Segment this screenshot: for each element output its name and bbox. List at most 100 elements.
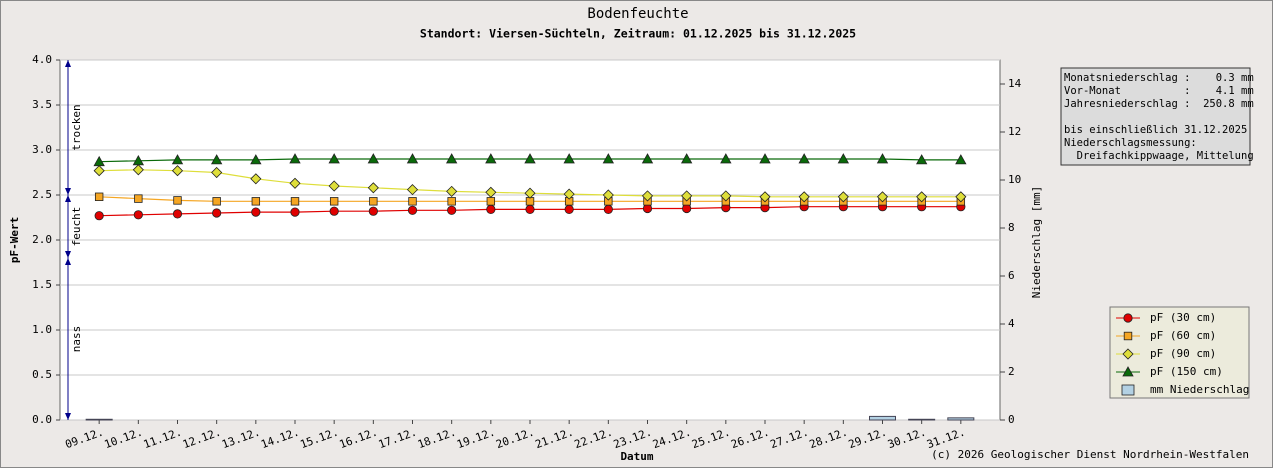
- legend-label: mm Niederschlag: [1150, 383, 1249, 396]
- zone-arrowhead: [65, 195, 71, 202]
- y-tick-label: 1.5: [32, 278, 52, 291]
- point: [328, 180, 340, 192]
- y2-tick-label: 14: [1008, 77, 1022, 90]
- point: [211, 166, 223, 179]
- point: [564, 204, 574, 214]
- legend-swatch: [1121, 384, 1135, 396]
- point: [210, 154, 223, 165]
- point: [212, 197, 221, 206]
- point: [132, 154, 145, 166]
- legend-swatch: [1123, 313, 1133, 323]
- point: [524, 153, 536, 164]
- point: [445, 153, 458, 164]
- point: [720, 153, 732, 164]
- point: [642, 203, 653, 214]
- point: [680, 153, 693, 164]
- point: [955, 154, 967, 165]
- point: [93, 165, 105, 177]
- point: [328, 153, 340, 164]
- point: [447, 197, 456, 206]
- point: [290, 207, 300, 217]
- point: [94, 192, 104, 201]
- y-tick-label: 3.0: [32, 143, 52, 156]
- point: [446, 185, 458, 197]
- point: [602, 189, 614, 201]
- y2-tick-label: 2: [1008, 365, 1015, 378]
- chart-subtitle: Standort: Viersen-Süchteln, Zeitraum: 01…: [420, 27, 856, 41]
- point: [759, 191, 771, 203]
- point: [212, 208, 222, 218]
- point: [485, 186, 497, 198]
- info-box: [1060, 67, 1251, 166]
- point: [447, 205, 457, 215]
- point: [485, 153, 497, 164]
- bar: [869, 415, 896, 421]
- point: [602, 153, 615, 164]
- y2-tick-label: 12: [1008, 125, 1021, 138]
- point: [876, 153, 889, 164]
- point: [641, 153, 654, 164]
- point: [408, 197, 417, 206]
- y2-tick-label: 4: [1008, 317, 1015, 330]
- info-line: Dreifachkippwaage, Mittelung: [1064, 150, 1254, 162]
- y-tick-label: 1.0: [32, 323, 52, 336]
- point: [93, 155, 105, 167]
- info-line: Monatsniederschlag : 0.3 mm: [1064, 72, 1254, 84]
- y-axis-label: pF-Wert: [8, 217, 21, 263]
- point: [329, 206, 339, 216]
- point: [329, 197, 339, 206]
- point: [251, 207, 261, 217]
- point: [525, 204, 535, 214]
- point: [171, 165, 184, 177]
- point: [915, 154, 928, 165]
- point: [367, 182, 379, 194]
- y2-tick-label: 6: [1008, 269, 1015, 282]
- point: [367, 153, 380, 164]
- info-line: Jahresniederschlag : 250.8 mm: [1064, 98, 1254, 110]
- point: [173, 196, 182, 205]
- bar: [947, 417, 975, 421]
- point: [681, 190, 693, 202]
- point: [406, 153, 419, 164]
- zone-arrowhead: [65, 60, 71, 67]
- y2-tick-label: 0: [1008, 413, 1015, 426]
- zone-label: feucht: [70, 207, 83, 247]
- point: [798, 153, 810, 164]
- point: [524, 187, 536, 199]
- legend-swatch: [1122, 366, 1134, 377]
- point: [682, 203, 692, 214]
- point: [916, 191, 928, 203]
- legend-label: pF (150 cm): [1150, 365, 1223, 378]
- zone-label: nass: [70, 326, 83, 353]
- point: [837, 153, 850, 164]
- point: [172, 209, 183, 219]
- point: [171, 154, 184, 165]
- point: [876, 191, 889, 203]
- y-tick-label: 2.5: [32, 188, 52, 201]
- point: [641, 190, 654, 202]
- point: [563, 188, 575, 200]
- point: [251, 197, 261, 206]
- point: [955, 191, 967, 203]
- zone-label: trocken: [70, 104, 83, 150]
- point: [250, 154, 262, 165]
- point: [250, 173, 262, 185]
- point: [603, 204, 613, 214]
- x-axis-label: Datum: [620, 450, 653, 463]
- point: [407, 205, 418, 215]
- legend-label: pF (60 cm): [1150, 329, 1216, 342]
- zone-arrowhead: [65, 258, 71, 265]
- y2-axis-label: Niederschlag [mm]: [1030, 186, 1043, 299]
- point: [406, 184, 419, 196]
- legend-label: pF (30 cm): [1150, 311, 1216, 324]
- footer: (c) 2026 Geologischer Dienst Nordrhein-W…: [931, 448, 1249, 461]
- point: [133, 210, 143, 220]
- y-tick-label: 3.5: [32, 98, 52, 111]
- point: [798, 191, 810, 203]
- zone-arrowhead: [65, 251, 71, 258]
- zone-arrowhead: [65, 413, 71, 420]
- info-line: bis einschließlich 31.12.2025: [1064, 124, 1247, 136]
- point: [132, 164, 144, 176]
- legend: [1109, 306, 1250, 399]
